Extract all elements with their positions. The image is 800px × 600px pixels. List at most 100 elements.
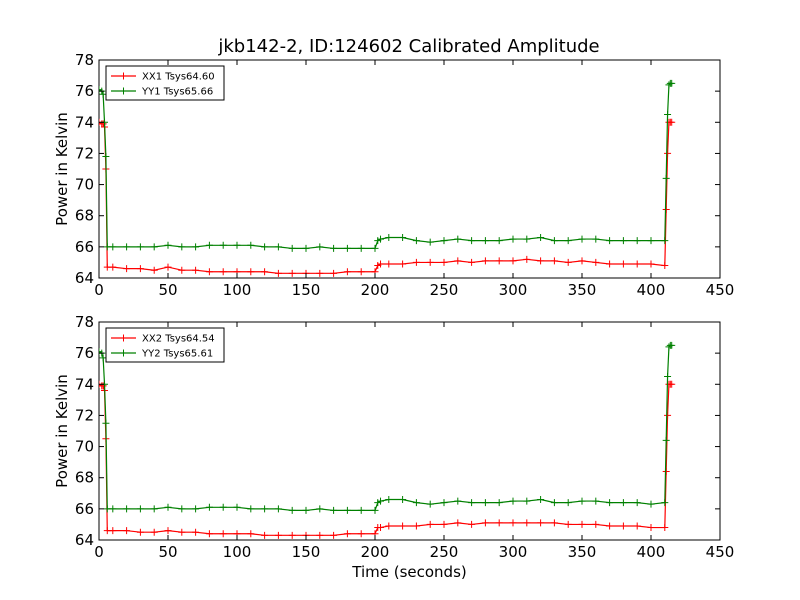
data-point (619, 499, 627, 507)
data-point (564, 258, 572, 266)
data-point (664, 373, 672, 380)
series-group (99, 341, 676, 539)
data-point (454, 519, 462, 527)
data-point (662, 174, 670, 182)
data-point (412, 237, 420, 245)
data-point (316, 505, 324, 513)
data-point (662, 467, 670, 475)
y-tick-label: 66 (75, 238, 94, 256)
data-point (426, 238, 434, 246)
y-tick-label: 72 (75, 406, 94, 424)
data-point (178, 243, 186, 251)
legend-entry: XX1 Tsys64.60 (111, 72, 215, 83)
y-tick-label: 78 (75, 313, 94, 331)
data-point (205, 241, 213, 249)
series-1 (99, 118, 676, 277)
data-point (440, 499, 448, 507)
x-tick-label: 200 (361, 543, 390, 561)
data-point (468, 237, 476, 245)
data-point (205, 268, 213, 276)
data-point (633, 522, 641, 530)
data-point (109, 505, 117, 513)
data-point (274, 531, 282, 539)
x-tick-label: 0 (94, 543, 104, 561)
data-point (247, 530, 255, 538)
data-point (633, 499, 641, 507)
data-point (219, 241, 227, 249)
data-point (99, 120, 107, 128)
data-point (468, 520, 476, 528)
data-point (330, 506, 338, 514)
data-point (647, 524, 655, 532)
data-point (261, 531, 269, 539)
data-point (164, 527, 172, 535)
data-point (647, 500, 655, 508)
subplot-bottom: 0 50 100 150 200 250 300 350 400 450 64 66 68 70 72 74 7… (53, 313, 734, 581)
x-tick-label: 250 (430, 281, 459, 299)
data-point (233, 503, 241, 511)
data-point (578, 257, 586, 265)
data-point (123, 505, 131, 513)
data-point (150, 505, 158, 513)
data-point (377, 260, 385, 268)
data-point (606, 237, 614, 245)
data-point (109, 527, 117, 535)
data-point (668, 341, 676, 349)
data-point (440, 237, 448, 245)
data-point (662, 205, 670, 213)
data-point (178, 266, 186, 274)
data-point (302, 506, 310, 514)
data-point (247, 505, 255, 513)
x-tick-label: 400 (637, 281, 666, 299)
data-point (537, 496, 545, 504)
data-point (399, 260, 407, 268)
data-point (537, 257, 545, 265)
data-point (495, 237, 503, 245)
y-tick-label: 76 (75, 82, 94, 100)
data-point (509, 257, 517, 265)
data-point (454, 497, 462, 505)
legend-marker (120, 87, 127, 95)
x-tick-label: 100 (223, 281, 252, 299)
x-tick-label: 300 (499, 543, 528, 561)
y-tick-label: 72 (75, 144, 94, 162)
x-tick-label: 300 (499, 281, 528, 299)
data-point (330, 531, 338, 539)
x-tick-label: 250 (430, 543, 459, 561)
data-point (481, 257, 489, 265)
data-point (399, 496, 407, 504)
data-point (316, 269, 324, 277)
subplot-top: 0 50 100 150 200 250 300 350 400 450 64 66 68 70 72 74 7… (53, 51, 734, 299)
x-tick-label: 150 (292, 281, 321, 299)
y-tick-label: 74 (75, 113, 94, 131)
data-point (150, 243, 158, 251)
data-point (371, 506, 379, 514)
data-point (205, 530, 213, 538)
data-point (343, 268, 351, 276)
data-point (99, 90, 107, 98)
series-2 (99, 341, 676, 514)
data-point (136, 505, 144, 513)
data-point (495, 257, 503, 265)
data-point (412, 499, 420, 507)
legend-box (105, 65, 225, 101)
data-point (274, 243, 282, 251)
data-point (440, 520, 448, 528)
data-point (371, 244, 379, 252)
data-point (668, 118, 676, 126)
legend: XX1 Tsys64.60 YY1 Tsys65.66 (105, 65, 225, 101)
data-point (343, 506, 351, 514)
data-point (523, 497, 531, 505)
data-point (247, 241, 255, 249)
data-point (102, 419, 110, 427)
data-point (537, 519, 545, 527)
legend-entry: YY2 Tsys65.61 (111, 349, 213, 360)
data-point (426, 258, 434, 266)
data-point (592, 520, 600, 528)
data-point (564, 499, 572, 507)
legend-box (105, 327, 225, 363)
y-tick-label: 66 (75, 500, 94, 518)
data-point (647, 237, 655, 245)
data-point (385, 496, 393, 504)
